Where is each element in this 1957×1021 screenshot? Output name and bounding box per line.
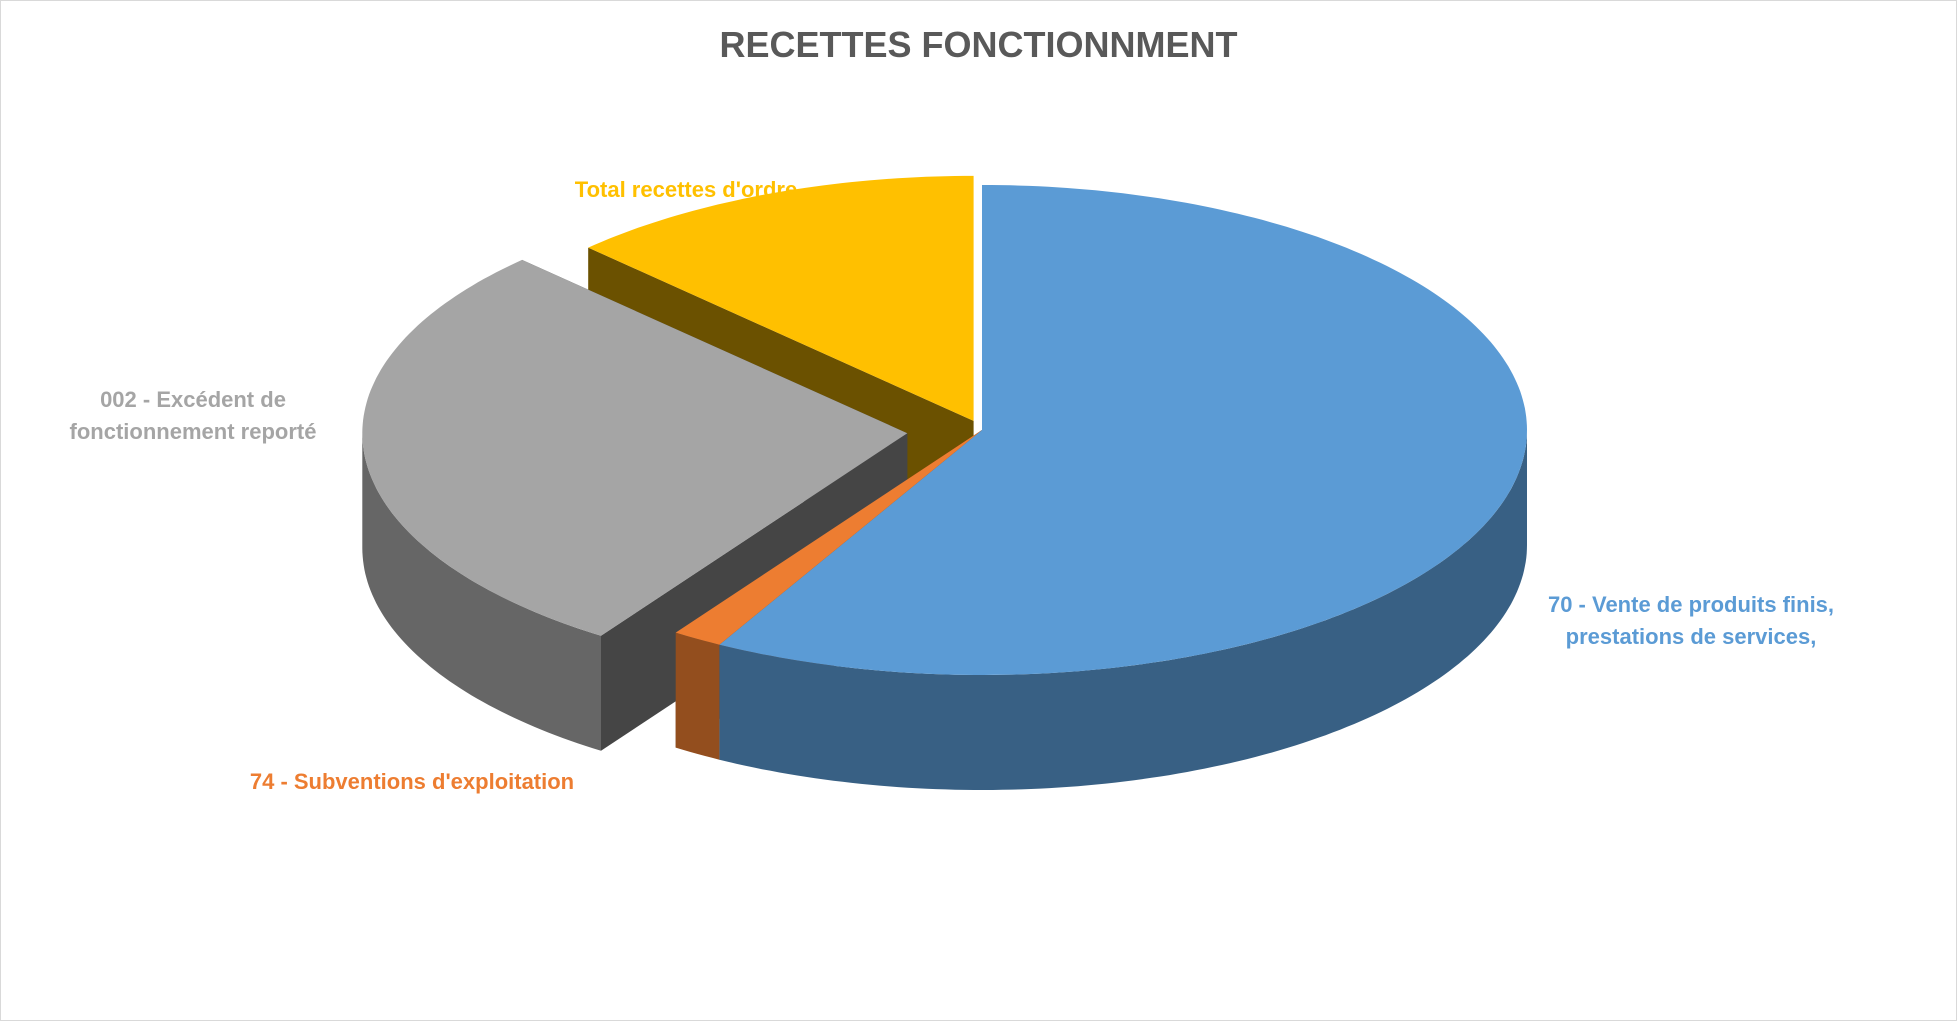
- slice-side: [719, 430, 1527, 790]
- slice: [588, 175, 974, 421]
- category-label: 74 - Subventions d'exploitation: [249, 769, 575, 794]
- slice: [362, 259, 908, 636]
- chart-title: RECETTES FONCTIONNMENT: [719, 24, 1238, 65]
- slice: [719, 185, 1527, 675]
- category-label: 002 - Excédent de fonctionnement reporté: [69, 387, 317, 444]
- slice-side: [362, 433, 601, 751]
- slice: [675, 430, 982, 645]
- slice-side: [675, 632, 720, 760]
- category-label: 70 - Vente de produits finis, prestation…: [1547, 592, 1835, 649]
- category-label: Total recettes d'ordre: [574, 177, 798, 202]
